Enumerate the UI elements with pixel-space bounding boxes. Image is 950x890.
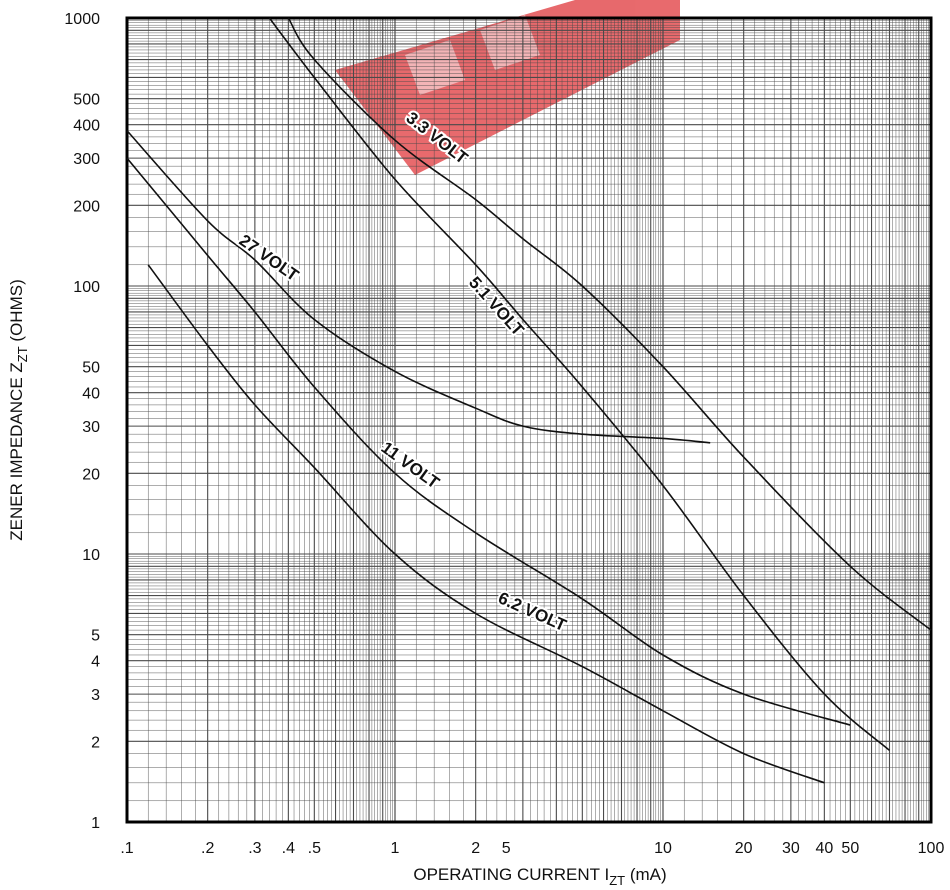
y-tick-label: 1	[91, 815, 100, 832]
y-tick-label: 40	[82, 386, 100, 403]
x-axis-title: OPERATING CURRENT IZT (mA)	[413, 865, 666, 888]
y-tick-label: 100	[73, 279, 100, 296]
y-tick-label: 2	[91, 734, 100, 751]
curve-6-2-volt	[147, 264, 825, 784]
y-tick-label: 50	[82, 360, 100, 377]
curve-27-volt	[126, 130, 711, 444]
y-tick-label: 10	[82, 547, 100, 564]
plot-grid	[126, 17, 932, 823]
curve-3-3-volt	[287, 17, 932, 631]
x-tick-label: 40	[815, 840, 833, 857]
curves-group	[126, 17, 932, 784]
x-tick-label: 100	[918, 840, 945, 857]
curve-5-1-volt	[268, 17, 891, 752]
x-tick-label: .5	[308, 840, 321, 857]
x-tick-label: .2	[201, 840, 214, 857]
curve-11-volt	[126, 157, 851, 726]
x-tick-label: 2	[471, 840, 480, 857]
x-tick-label: .3	[248, 840, 261, 857]
y-tick-label: 500	[73, 92, 100, 109]
x-tick-label: 10	[654, 840, 672, 857]
x-tick-label: 30	[782, 840, 800, 857]
x-tick-label: .1	[120, 840, 133, 857]
y-tick-label: 200	[73, 198, 100, 215]
plot-frame	[125, 16, 933, 824]
x-tick-label: 1	[391, 840, 400, 857]
y-tick-label: 3	[91, 687, 100, 704]
x-tick-label: 20	[735, 840, 753, 857]
curve-label-27-volt: 27 VOLT	[236, 231, 303, 286]
y-tick-labels: 1 2 3 4 5 10 20 30 40 50 100 200 300 400 500 1000	[64, 11, 100, 832]
y-tick-label: 4	[91, 654, 100, 671]
y-tick-label: 5	[91, 628, 100, 645]
y-axis-title: ZENER IMPEDANCE ZZT (OHMS)	[7, 279, 30, 540]
watermark-logo	[335, 0, 680, 175]
y-tick-label: 400	[73, 118, 100, 135]
y-tick-label: 1000	[64, 11, 100, 28]
x-tick-labels: .1 .2 .3 .4 .5 1 2 5 10 20 30 40 50 100	[120, 840, 944, 857]
y-tick-label: 20	[82, 466, 100, 483]
x-tick-label: .4	[282, 840, 295, 857]
y-tick-label: 300	[73, 151, 100, 168]
x-tick-label: 50	[841, 840, 859, 857]
y-tick-label: 30	[82, 419, 100, 436]
x-tick-label: 5	[502, 840, 511, 857]
